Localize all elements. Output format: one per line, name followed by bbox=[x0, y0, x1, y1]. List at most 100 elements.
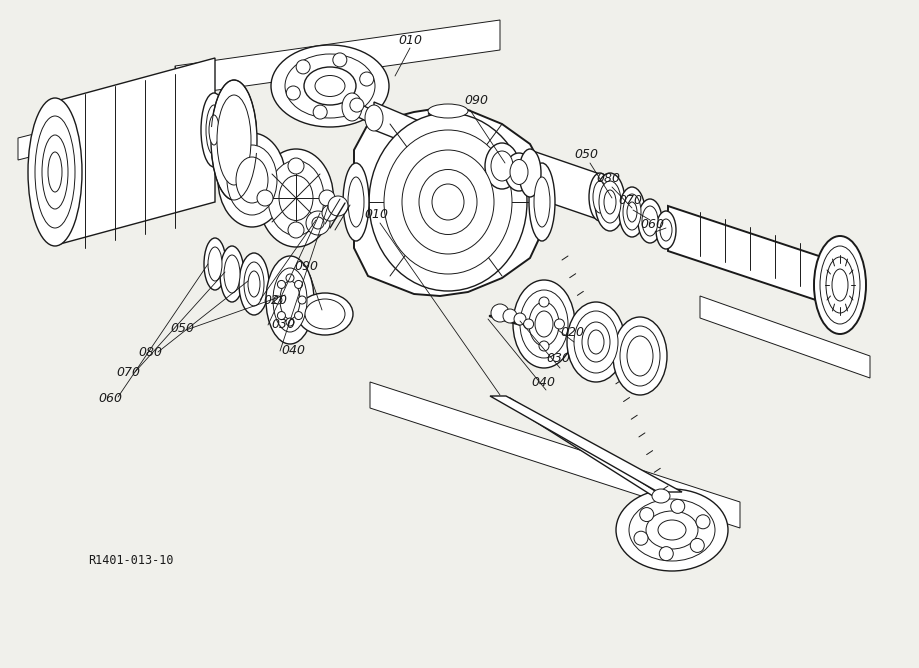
Ellipse shape bbox=[206, 105, 222, 155]
Text: 080: 080 bbox=[138, 345, 162, 359]
Ellipse shape bbox=[510, 160, 528, 184]
Ellipse shape bbox=[814, 236, 866, 334]
Polygon shape bbox=[374, 102, 495, 178]
Ellipse shape bbox=[239, 253, 269, 315]
Circle shape bbox=[286, 318, 294, 326]
Ellipse shape bbox=[660, 219, 672, 241]
Polygon shape bbox=[428, 108, 468, 116]
Polygon shape bbox=[490, 396, 682, 492]
Ellipse shape bbox=[623, 194, 641, 230]
Ellipse shape bbox=[534, 177, 550, 227]
Text: 050: 050 bbox=[574, 148, 598, 160]
Ellipse shape bbox=[656, 211, 676, 249]
Polygon shape bbox=[530, 150, 600, 220]
Text: 030: 030 bbox=[271, 319, 295, 331]
Circle shape bbox=[503, 309, 517, 323]
Ellipse shape bbox=[613, 317, 667, 395]
Circle shape bbox=[322, 205, 338, 221]
Circle shape bbox=[491, 304, 509, 322]
Ellipse shape bbox=[419, 170, 477, 234]
Ellipse shape bbox=[658, 520, 686, 540]
Polygon shape bbox=[354, 108, 544, 296]
Ellipse shape bbox=[297, 293, 353, 335]
Ellipse shape bbox=[520, 290, 568, 358]
Ellipse shape bbox=[384, 130, 512, 274]
Ellipse shape bbox=[209, 115, 219, 145]
Ellipse shape bbox=[629, 499, 715, 561]
Text: 090: 090 bbox=[294, 259, 318, 273]
Text: 010: 010 bbox=[398, 33, 422, 47]
Ellipse shape bbox=[305, 299, 345, 329]
Circle shape bbox=[696, 515, 710, 529]
Text: 080: 080 bbox=[596, 172, 620, 184]
Circle shape bbox=[539, 341, 549, 351]
Ellipse shape bbox=[619, 187, 645, 237]
Circle shape bbox=[524, 319, 534, 329]
Circle shape bbox=[659, 546, 674, 560]
Ellipse shape bbox=[244, 262, 264, 306]
Ellipse shape bbox=[432, 184, 464, 220]
Text: 050: 050 bbox=[170, 323, 194, 335]
Ellipse shape bbox=[519, 149, 541, 197]
Ellipse shape bbox=[491, 151, 513, 181]
Ellipse shape bbox=[208, 247, 222, 281]
Circle shape bbox=[539, 297, 549, 307]
Circle shape bbox=[295, 311, 302, 319]
Circle shape bbox=[278, 311, 286, 319]
Ellipse shape bbox=[638, 199, 662, 243]
Ellipse shape bbox=[268, 160, 324, 236]
Ellipse shape bbox=[595, 173, 625, 231]
Ellipse shape bbox=[220, 246, 244, 302]
Circle shape bbox=[286, 274, 294, 282]
Circle shape bbox=[287, 86, 301, 100]
Ellipse shape bbox=[529, 163, 555, 241]
Polygon shape bbox=[370, 382, 740, 528]
Polygon shape bbox=[18, 104, 152, 160]
Ellipse shape bbox=[266, 256, 314, 344]
Circle shape bbox=[298, 296, 306, 304]
Polygon shape bbox=[668, 206, 840, 308]
Circle shape bbox=[278, 281, 286, 289]
Circle shape bbox=[274, 296, 282, 304]
Ellipse shape bbox=[535, 311, 553, 337]
Ellipse shape bbox=[342, 93, 362, 121]
Text: 020: 020 bbox=[263, 293, 287, 307]
Ellipse shape bbox=[826, 257, 854, 313]
Ellipse shape bbox=[369, 113, 527, 291]
Ellipse shape bbox=[217, 95, 251, 185]
Text: 060: 060 bbox=[640, 218, 664, 230]
Circle shape bbox=[634, 531, 648, 545]
Ellipse shape bbox=[236, 157, 268, 203]
Ellipse shape bbox=[588, 330, 604, 354]
Circle shape bbox=[319, 190, 335, 206]
Circle shape bbox=[333, 53, 346, 67]
Circle shape bbox=[350, 98, 364, 112]
Polygon shape bbox=[175, 20, 500, 96]
Text: 010: 010 bbox=[364, 208, 388, 220]
Ellipse shape bbox=[642, 206, 658, 236]
Ellipse shape bbox=[348, 177, 364, 227]
Circle shape bbox=[306, 211, 330, 235]
Ellipse shape bbox=[574, 311, 618, 373]
Ellipse shape bbox=[42, 135, 68, 209]
Ellipse shape bbox=[201, 93, 227, 167]
Circle shape bbox=[359, 72, 374, 86]
Ellipse shape bbox=[513, 280, 575, 368]
Ellipse shape bbox=[604, 190, 616, 214]
Ellipse shape bbox=[620, 326, 660, 386]
Text: 090: 090 bbox=[464, 94, 488, 106]
Circle shape bbox=[312, 217, 324, 229]
Circle shape bbox=[514, 313, 526, 325]
Circle shape bbox=[690, 538, 704, 552]
Ellipse shape bbox=[271, 45, 389, 127]
Ellipse shape bbox=[589, 173, 611, 221]
Ellipse shape bbox=[652, 489, 670, 503]
Circle shape bbox=[288, 158, 304, 174]
Ellipse shape bbox=[365, 105, 383, 131]
Circle shape bbox=[554, 319, 564, 329]
Ellipse shape bbox=[485, 143, 519, 189]
Ellipse shape bbox=[211, 80, 257, 200]
Ellipse shape bbox=[820, 246, 860, 324]
Circle shape bbox=[328, 196, 348, 216]
Ellipse shape bbox=[273, 268, 307, 332]
